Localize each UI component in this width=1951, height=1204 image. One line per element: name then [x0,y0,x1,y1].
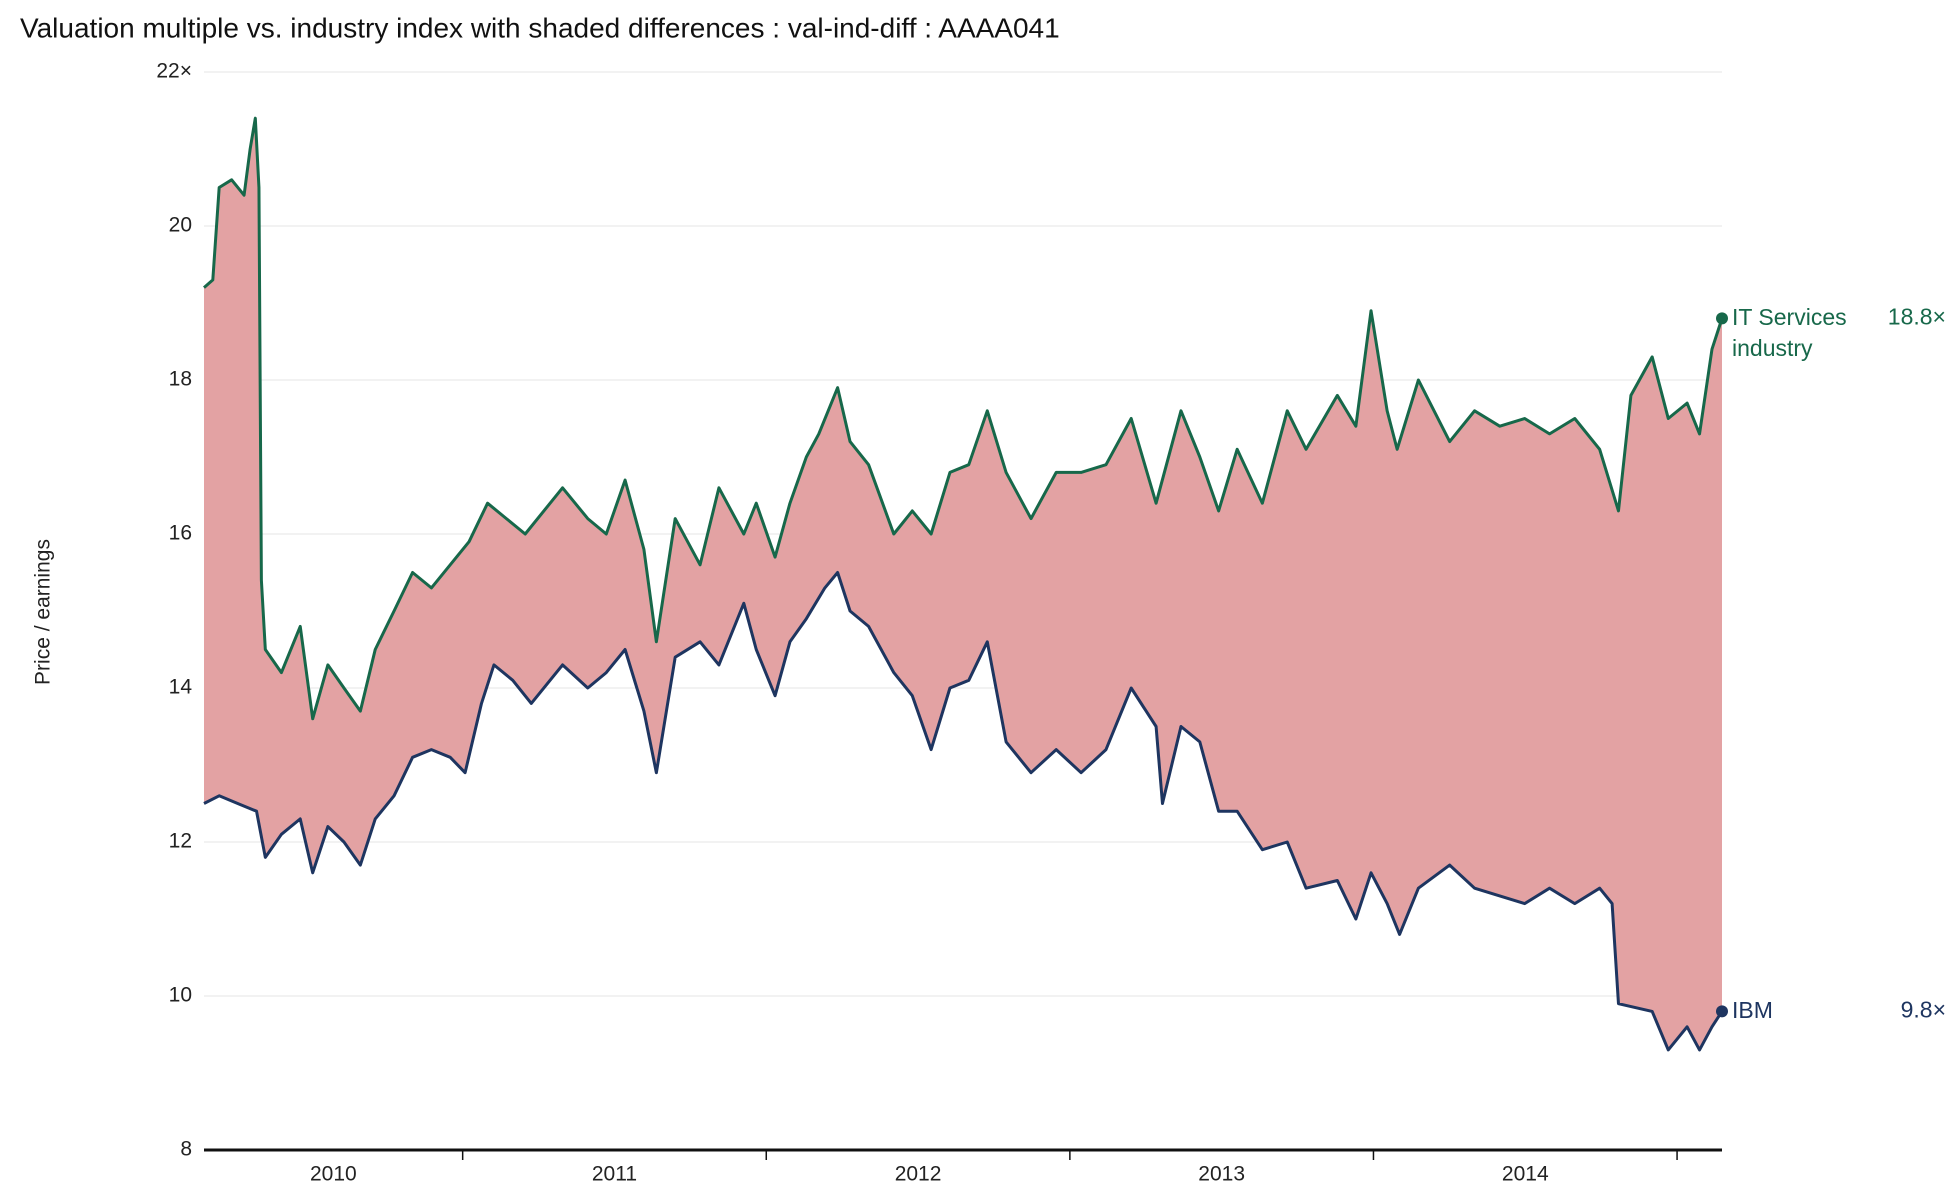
x-tick-label: 2010 [310,1163,357,1186]
end-value-label: 18.8× [1888,303,1946,329]
y-tick-label: 12 [169,830,192,853]
y-tick-label: 14 [169,676,193,699]
difference-shading [204,118,1722,1050]
x-tick-label: 2011 [592,1163,637,1186]
x-tick-label: 2012 [895,1163,942,1186]
y-tick-label: 20 [169,214,192,237]
y-tick-label: 8 [180,1138,192,1161]
chart-title: Valuation multiple vs. industry index wi… [20,12,1060,43]
x-tick-label: 2013 [1198,1163,1245,1186]
end-label-box: IBM [1732,997,1773,1024]
y-tick-label: 10 [169,984,192,1007]
end-point [1716,312,1728,325]
series-line [203,571,1724,1052]
series-name: IBM [1732,997,1773,1024]
series-name: IT Services industry [1732,304,1847,362]
end-point [1716,1005,1728,1018]
y-tick-label: 22× [156,60,192,83]
y-tick-label: 18 [169,368,192,391]
series-line [203,116,1724,721]
y-axis-label: Price / earnings [32,539,55,685]
x-tick-label: 2014 [1502,1163,1549,1186]
end-value-label: 9.8× [1901,996,1946,1022]
end-label-box: IT Services industry [1732,304,1847,362]
y-tick-label: 16 [169,522,192,545]
